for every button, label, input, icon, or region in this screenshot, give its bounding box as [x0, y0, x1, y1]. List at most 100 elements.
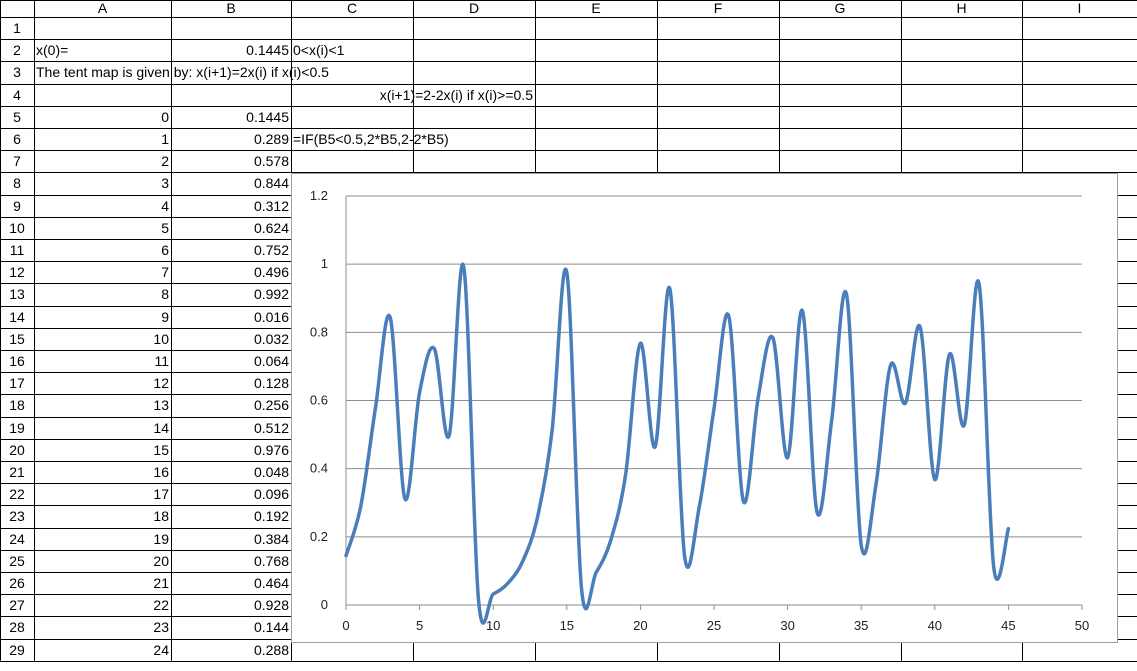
cell-C2[interactable]: 0<x(i)<1	[293, 42, 345, 59]
line-chart[interactable]: 0 0.2 0.4 0.6 0.8 1 1.2 0 5 10 15 20 25 30 35 40 45 50	[291, 173, 1118, 643]
chart-plot: 0 0.2 0.4 0.6 0.8 1 1.2 0 5 10 15 20 25 30 35 40 45 50	[310, 188, 1089, 633]
x-tick-label: 45	[1001, 618, 1015, 633]
column-header-I[interactable]: I	[1077, 0, 1082, 16]
row-header-14[interactable]: 14	[9, 308, 25, 325]
cell-B12[interactable]: 0.496	[253, 264, 289, 281]
column-header-A[interactable]: A	[97, 0, 108, 16]
cell-B22[interactable]: 0.096	[253, 486, 289, 503]
cell-A25[interactable]: 20	[153, 552, 169, 569]
cell-B20[interactable]: 0.976	[253, 441, 289, 458]
cell-B11[interactable]: 0.752	[253, 242, 289, 258]
cell-B7[interactable]: 0.578	[253, 153, 289, 170]
cell-A3[interactable]: The tent map is given by: x(i+1)=2x(i) i…	[36, 64, 329, 81]
cell-B24[interactable]: 0.384	[253, 530, 289, 547]
cell-A24[interactable]: 19	[153, 530, 169, 547]
cell-A27[interactable]: 22	[153, 597, 169, 614]
cell-A17[interactable]: 12	[153, 375, 169, 392]
cell-A29[interactable]: 24	[153, 641, 169, 658]
cell-A2[interactable]: x(0)=	[36, 42, 69, 59]
cell-B23[interactable]: 0.192	[253, 508, 289, 525]
column-header-E[interactable]: E	[591, 0, 601, 16]
row-header-15[interactable]: 15	[9, 330, 25, 347]
cell-A5[interactable]: 0	[161, 108, 169, 125]
cell-B28[interactable]: 0.144	[253, 619, 289, 636]
cell-C6[interactable]: =IF(B5<0.5,2*B5,2-2*B5)	[293, 131, 449, 147]
row-header-12[interactable]: 12	[9, 264, 25, 281]
cell-A22[interactable]: 17	[153, 486, 169, 503]
cell-B18[interactable]: 0.256	[253, 397, 289, 414]
cell-B14[interactable]: 0.016	[253, 308, 289, 325]
cell-B2[interactable]: 0.1445	[246, 42, 289, 59]
cell-A23[interactable]: 18	[153, 508, 169, 525]
row-header-9[interactable]: 9	[13, 197, 21, 214]
row-header-11[interactable]: 11	[9, 242, 25, 258]
row-header-18[interactable]: 18	[9, 397, 25, 414]
column-header-F[interactable]: F	[713, 0, 723, 16]
row-header-4[interactable]: 4	[13, 86, 21, 103]
row-header-5[interactable]: 5	[13, 108, 21, 125]
column-header-D[interactable]: D	[468, 0, 480, 16]
cell-A18[interactable]: 13	[153, 397, 169, 414]
cell-B26[interactable]: 0.464	[253, 575, 289, 591]
cell-A20[interactable]: 15	[153, 441, 169, 458]
cell-A19[interactable]: 14	[153, 419, 169, 436]
row-header-28[interactable]: 28	[9, 619, 25, 636]
row-header-25[interactable]: 25	[9, 552, 25, 569]
cell-B17[interactable]: 0.128	[253, 375, 289, 392]
row-header-17[interactable]: 17	[9, 375, 25, 392]
cell-A11[interactable]: 6	[161, 242, 169, 258]
row-header-19[interactable]: 19	[9, 419, 25, 436]
cell-A6[interactable]: 1	[161, 131, 169, 147]
cell-B5[interactable]: 0.1445	[246, 108, 289, 125]
cell-B21[interactable]: 0.048	[253, 464, 289, 480]
cell-B6[interactable]: 0.289	[253, 131, 289, 147]
cell-B10[interactable]: 0.624	[253, 219, 289, 236]
cell-A14[interactable]: 9	[161, 308, 169, 325]
cell-B8[interactable]: 0.844	[253, 175, 289, 192]
row-header-22[interactable]: 22	[9, 486, 25, 503]
cell-A10[interactable]: 5	[161, 219, 169, 236]
row-header-7[interactable]: 7	[13, 153, 21, 170]
row-header-27[interactable]: 27	[9, 597, 25, 614]
row-header-23[interactable]: 23	[9, 508, 25, 525]
cell-A9[interactable]: 4	[161, 197, 169, 214]
row-header-1[interactable]: 1	[13, 20, 21, 36]
cell-A8[interactable]: 3	[161, 175, 169, 192]
cell-A16[interactable]: 11	[154, 353, 169, 369]
cell-B16[interactable]: 0.064	[253, 353, 289, 369]
row-header-6[interactable]: 6	[13, 131, 21, 147]
cell-B15[interactable]: 0.032	[253, 330, 289, 347]
row-header-21[interactable]: 21	[9, 464, 25, 480]
row-header-8[interactable]: 8	[13, 175, 21, 192]
row-header-3[interactable]: 3	[13, 64, 21, 81]
cell-B4[interactable]: x(i+1)=2-2x(i) if x(i)>=0.5	[379, 86, 533, 103]
row-header-20[interactable]: 20	[9, 441, 25, 458]
row-header-26[interactable]: 26	[9, 575, 25, 591]
cell-A12[interactable]: 7	[161, 264, 169, 281]
row-header-13[interactable]: 13	[9, 286, 25, 303]
column-header-B[interactable]: B	[226, 0, 236, 16]
row-header-10[interactable]: 10	[9, 219, 25, 236]
column-header-C[interactable]: C	[346, 0, 358, 16]
cell-A26[interactable]: 21	[153, 575, 169, 591]
cell-B13[interactable]: 0.992	[253, 286, 289, 303]
y-tick-label: 0.8	[310, 324, 328, 339]
row-header-29[interactable]: 29	[9, 641, 25, 658]
cell-B29[interactable]: 0.288	[253, 641, 289, 658]
cell-A15[interactable]: 10	[153, 330, 169, 347]
cell-A28[interactable]: 23	[153, 619, 169, 636]
column-header-G[interactable]: G	[834, 0, 846, 16]
cell-B25[interactable]: 0.768	[253, 552, 289, 569]
cell-A7[interactable]: 2	[161, 153, 169, 170]
cell-B27[interactable]: 0.928	[253, 597, 289, 614]
cell-A21[interactable]: 16	[153, 464, 169, 480]
cell-B9[interactable]: 0.312	[253, 197, 289, 214]
cell-B19[interactable]: 0.512	[253, 419, 289, 436]
cell-A13[interactable]: 8	[161, 286, 169, 303]
column-header-H[interactable]: H	[956, 0, 967, 16]
row-header-16[interactable]: 16	[9, 353, 25, 369]
row-header-24[interactable]: 24	[9, 530, 25, 547]
row-header-2[interactable]: 2	[13, 42, 21, 59]
y-tick-label: 0	[321, 597, 328, 612]
